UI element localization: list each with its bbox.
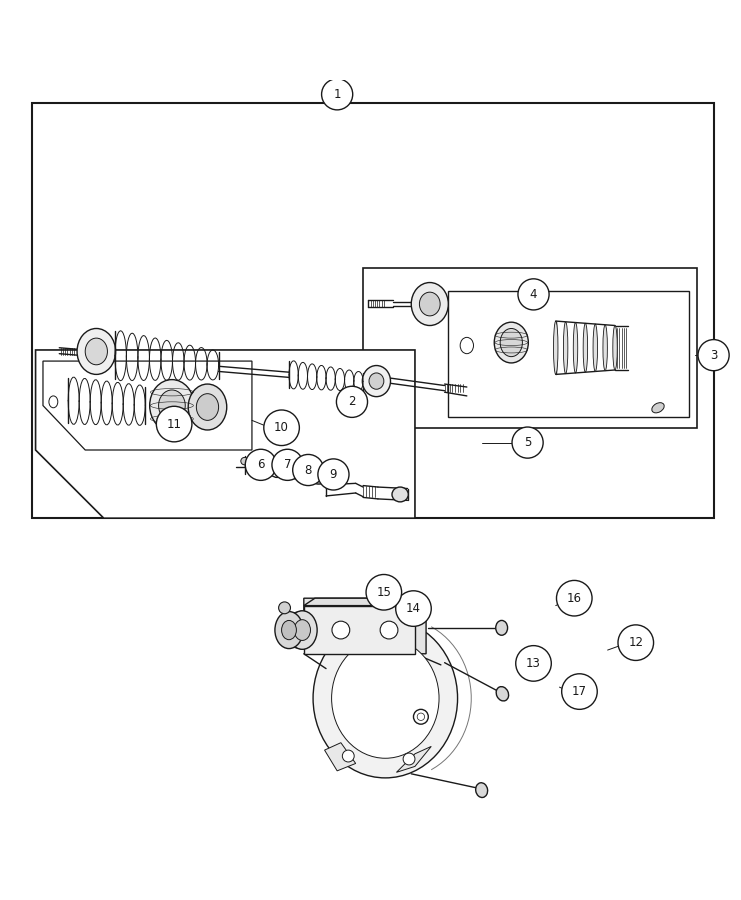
Bar: [32, 104, 714, 518]
Ellipse shape: [159, 390, 185, 421]
Circle shape: [336, 386, 368, 418]
Ellipse shape: [603, 325, 608, 371]
Circle shape: [562, 674, 597, 709]
Circle shape: [518, 279, 549, 310]
Circle shape: [269, 461, 285, 477]
Ellipse shape: [369, 373, 384, 389]
Text: 11: 11: [167, 418, 182, 430]
Text: 2: 2: [348, 395, 356, 409]
Ellipse shape: [583, 323, 588, 373]
Ellipse shape: [294, 620, 310, 641]
Circle shape: [322, 79, 353, 110]
Ellipse shape: [49, 396, 58, 408]
Text: 1: 1: [333, 88, 341, 101]
Polygon shape: [304, 598, 426, 653]
Ellipse shape: [613, 326, 617, 370]
Ellipse shape: [460, 338, 473, 354]
Circle shape: [342, 750, 354, 762]
Ellipse shape: [574, 322, 578, 373]
Text: 17: 17: [572, 685, 587, 698]
Ellipse shape: [392, 487, 408, 502]
Ellipse shape: [275, 611, 303, 649]
Circle shape: [413, 709, 428, 725]
Text: 6: 6: [257, 458, 265, 472]
Text: 15: 15: [376, 586, 391, 598]
Circle shape: [279, 602, 290, 614]
Ellipse shape: [563, 322, 568, 374]
Circle shape: [293, 469, 299, 475]
Circle shape: [318, 459, 349, 490]
Polygon shape: [43, 361, 252, 450]
Text: 13: 13: [526, 657, 541, 670]
Text: 8: 8: [305, 464, 312, 476]
Bar: [448, 291, 689, 417]
Circle shape: [516, 645, 551, 681]
Circle shape: [272, 449, 303, 481]
Ellipse shape: [282, 620, 296, 640]
Ellipse shape: [500, 328, 522, 356]
Ellipse shape: [188, 384, 227, 430]
Polygon shape: [325, 742, 356, 771]
Ellipse shape: [419, 292, 440, 316]
Circle shape: [245, 449, 276, 481]
Ellipse shape: [150, 380, 194, 431]
Text: 5: 5: [524, 436, 531, 449]
Text: 10: 10: [274, 421, 289, 435]
Polygon shape: [36, 350, 415, 518]
Ellipse shape: [331, 638, 439, 759]
Circle shape: [241, 457, 248, 464]
Circle shape: [380, 621, 398, 639]
Circle shape: [366, 574, 402, 610]
Text: 14: 14: [406, 602, 421, 615]
Ellipse shape: [496, 620, 508, 635]
Circle shape: [417, 713, 425, 721]
Text: 12: 12: [628, 636, 643, 649]
Circle shape: [310, 468, 327, 484]
Ellipse shape: [85, 338, 107, 364]
Circle shape: [618, 625, 654, 661]
Ellipse shape: [652, 402, 664, 413]
Circle shape: [556, 580, 592, 616]
Circle shape: [698, 339, 729, 371]
Ellipse shape: [362, 365, 391, 397]
Circle shape: [332, 621, 350, 639]
Circle shape: [512, 427, 543, 458]
Circle shape: [403, 753, 415, 765]
Polygon shape: [304, 598, 426, 606]
Text: 7: 7: [284, 458, 291, 472]
Bar: [363, 268, 697, 428]
Ellipse shape: [77, 328, 116, 374]
Circle shape: [290, 465, 303, 479]
Ellipse shape: [496, 687, 508, 701]
Circle shape: [293, 454, 324, 486]
Circle shape: [264, 410, 299, 446]
Ellipse shape: [313, 618, 458, 778]
Ellipse shape: [411, 283, 448, 326]
Circle shape: [156, 406, 192, 442]
Ellipse shape: [593, 324, 597, 372]
Text: 4: 4: [530, 288, 537, 301]
Polygon shape: [396, 746, 431, 772]
Circle shape: [396, 590, 431, 626]
Ellipse shape: [288, 611, 317, 649]
Text: 9: 9: [330, 468, 337, 481]
Text: 16: 16: [567, 591, 582, 605]
Ellipse shape: [554, 321, 558, 374]
Circle shape: [273, 465, 281, 473]
Ellipse shape: [476, 783, 488, 797]
Ellipse shape: [196, 393, 219, 420]
Ellipse shape: [494, 322, 528, 363]
Polygon shape: [304, 606, 415, 653]
Text: 3: 3: [710, 348, 717, 362]
